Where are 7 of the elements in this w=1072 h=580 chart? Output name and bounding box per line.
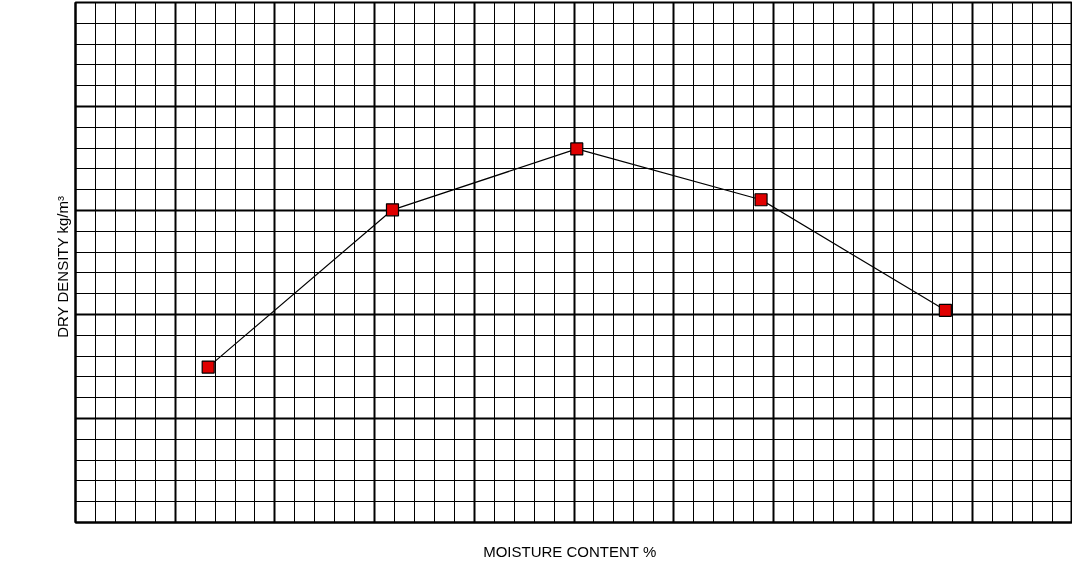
point bbox=[754, 193, 768, 207]
point bbox=[201, 360, 215, 374]
point bbox=[385, 203, 400, 217]
point bbox=[570, 142, 584, 156]
y-axis-title: DRY DENSITY kg/m³ bbox=[53, 196, 71, 338]
point bbox=[938, 303, 952, 317]
x-axis-title: MOISTURE CONTENT % bbox=[483, 542, 657, 560]
